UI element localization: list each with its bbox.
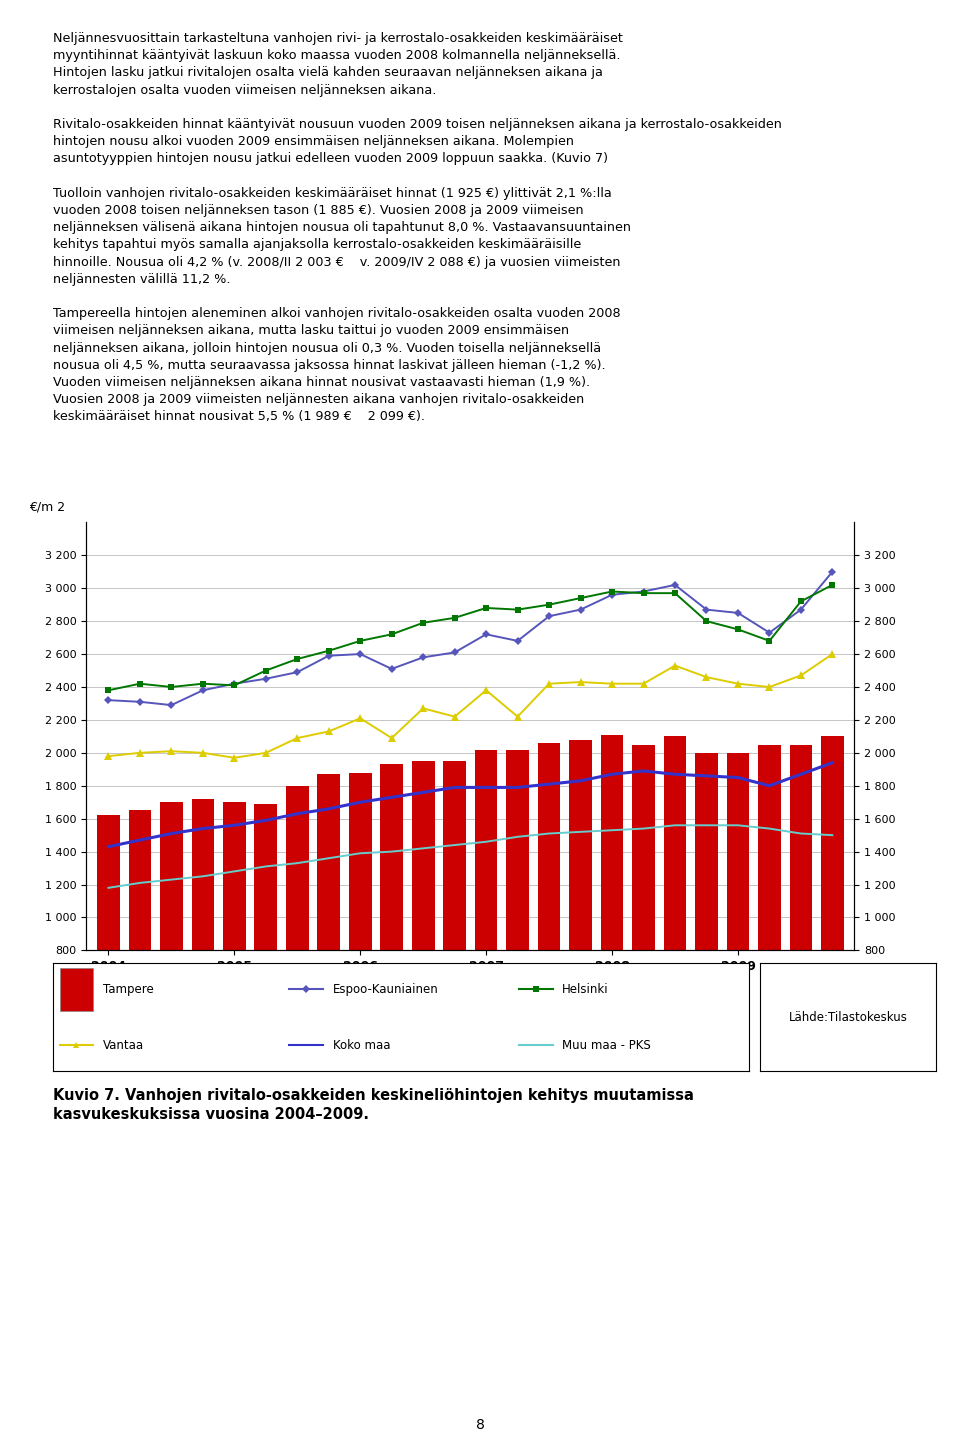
Bar: [412, 762, 435, 1082]
Text: Espoo-Kauniainen: Espoo-Kauniainen: [332, 982, 439, 995]
Bar: [569, 740, 592, 1082]
Text: €/m 2: €/m 2: [29, 501, 65, 514]
Bar: [97, 815, 120, 1082]
Bar: [601, 734, 623, 1082]
FancyBboxPatch shape: [60, 968, 93, 1011]
Bar: [318, 775, 340, 1082]
Bar: [129, 811, 152, 1082]
Bar: [192, 800, 214, 1082]
Text: Muu maa - PKS: Muu maa - PKS: [563, 1039, 651, 1052]
Bar: [821, 737, 844, 1082]
Bar: [727, 753, 749, 1082]
Bar: [506, 750, 529, 1082]
Text: Helsinki: Helsinki: [563, 982, 609, 995]
Text: Tampere: Tampere: [103, 982, 154, 995]
Text: Vantaa: Vantaa: [103, 1039, 144, 1052]
Text: Kuvio 7. Vanhojen rivitalo-osakkeiden keskineliöhintojen kehitys muutamissa
kasv: Kuvio 7. Vanhojen rivitalo-osakkeiden ke…: [53, 1088, 694, 1122]
Bar: [758, 744, 780, 1082]
Bar: [380, 765, 403, 1082]
Bar: [254, 804, 277, 1082]
Bar: [286, 786, 308, 1082]
Bar: [663, 737, 686, 1082]
Text: 8: 8: [475, 1418, 485, 1432]
Text: Neljännesvuosittain tarkasteltuna vanhojen rivi- ja kerrostalo-osakkeiden keskim: Neljännesvuosittain tarkasteltuna vanhoj…: [53, 32, 781, 424]
Bar: [538, 743, 561, 1082]
Bar: [475, 750, 497, 1082]
Bar: [789, 744, 812, 1082]
Bar: [223, 802, 246, 1082]
Bar: [695, 753, 718, 1082]
Text: Lähde:Tilastokeskus: Lähde:Tilastokeskus: [789, 1011, 907, 1023]
Bar: [444, 762, 466, 1082]
Bar: [160, 802, 182, 1082]
Bar: [348, 772, 372, 1082]
Bar: [633, 744, 655, 1082]
Text: Koko maa: Koko maa: [332, 1039, 390, 1052]
